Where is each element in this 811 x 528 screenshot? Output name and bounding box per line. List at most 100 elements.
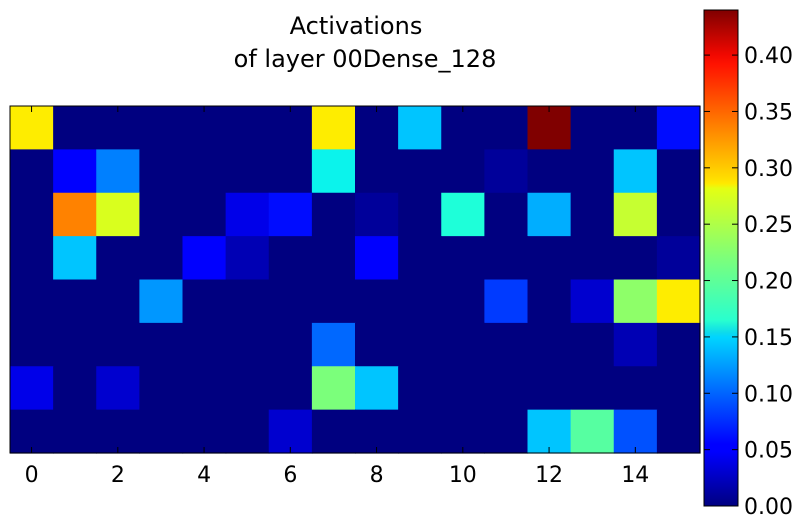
x-tick-label: 12 [535,463,563,488]
heatmap-cell [355,149,399,194]
heatmap-cell [613,322,658,367]
heatmap-cell [570,192,615,237]
heatmap-cell [311,192,356,237]
heatmap-cell [527,279,572,324]
heatmap-cell [225,322,270,367]
heatmap-cell [441,236,485,281]
heatmap-cell [96,322,140,367]
colorbar-gradient [704,10,738,506]
heatmap-cell [355,106,399,150]
heatmap-cell [484,106,529,150]
colorbar-tick-label: 0.40 [744,44,793,69]
heatmap-cell [139,236,184,281]
heatmap-cell [268,409,313,454]
heatmap-cell [613,236,658,281]
heatmap-cell [268,106,313,150]
heatmap-cell [311,279,356,324]
x-tick-label: 4 [197,463,211,488]
heatmap-cell [656,192,701,237]
heatmap-cell [311,409,356,454]
heatmap-cell [398,409,442,454]
heatmap-cell [355,192,399,237]
heatmap-cell [139,279,184,324]
heatmap-cell [355,322,399,367]
heatmap-cell [355,236,399,281]
heatmap-cell [484,192,529,237]
plot-frame [9,105,701,454]
x-axis-ticks: 0 2 4 6 8 10 12 14 [25,106,649,488]
heatmap-cell [182,192,227,237]
heatmap-cell [570,106,615,150]
heatmap-cell [53,322,97,367]
heatmap-cell [182,279,227,324]
heatmap-cell [613,192,658,237]
heatmap-cell [139,192,184,237]
heatmap-cell [182,106,227,150]
heatmap-cell [139,409,184,454]
colorbar-tick-label: 0.30 [744,157,793,182]
x-tick-label: 0 [25,463,39,488]
heatmap-cell [96,236,140,281]
heatmap-cell [398,366,442,411]
colorbar-tick-label: 0.20 [744,270,793,295]
heatmap-cell [182,149,227,194]
heatmap-cell [53,279,97,324]
heatmap-cell [441,322,485,367]
heatmap-cell [10,366,54,411]
heatmap-cell [613,279,658,324]
heatmap-cell [10,149,54,194]
x-tick-label: 10 [449,463,477,488]
heatmap-cell [441,192,485,237]
heatmap-cell [355,409,399,454]
chart-title-line-1: Activations [290,12,423,40]
heatmap-cell [656,149,701,194]
heatmap-cell [441,106,485,150]
heatmap-cell [53,192,97,237]
heatmap-cell [355,279,399,324]
heatmap-cell [96,149,140,194]
heatmap-cell [398,279,442,324]
heatmap-cell [225,366,270,411]
heatmap-cell [53,106,97,150]
heatmap-cell [139,322,184,367]
heatmap-cell [268,236,313,281]
heatmap-cell [139,366,184,411]
heatmap-cell [96,366,140,411]
heatmap-cell [53,236,97,281]
heatmap-cell [570,236,615,281]
heatmap-cell [268,192,313,237]
heatmap-cell [484,149,529,194]
heatmap-cell [613,409,658,454]
heatmap-cell [527,322,572,367]
heatmap-cell [441,366,485,411]
heatmap-cell [613,149,658,194]
colorbar-tick-label: 0.00 [744,495,793,520]
heatmap-cell [268,149,313,194]
heatmap-cell [613,366,658,411]
heatmap-cell [355,366,399,411]
heatmap-cell [311,366,356,411]
heatmap-cell [53,149,97,194]
heatmap-cell [484,279,529,324]
heatmap-cell [225,106,270,150]
heatmap-cell [613,106,658,150]
heatmap-cells [10,106,701,454]
heatmap-cell [656,322,701,367]
heatmap-cell [10,279,54,324]
heatmap-cell [225,149,270,194]
heatmap-cell [53,366,97,411]
heatmap-cell [527,192,572,237]
heatmap-cell [268,366,313,411]
heatmap-cell [484,366,529,411]
heatmap-cell [225,279,270,324]
heatmap-cell [441,149,485,194]
x-tick-label: 2 [111,463,125,488]
heatmap-cell [268,322,313,367]
heatmap-cell [570,149,615,194]
heatmap-cell [527,236,572,281]
heatmap-cell [311,106,356,150]
colorbar-tick-label: 0.35 [744,100,793,125]
heatmap-cell [10,236,54,281]
heatmap-cell [570,366,615,411]
